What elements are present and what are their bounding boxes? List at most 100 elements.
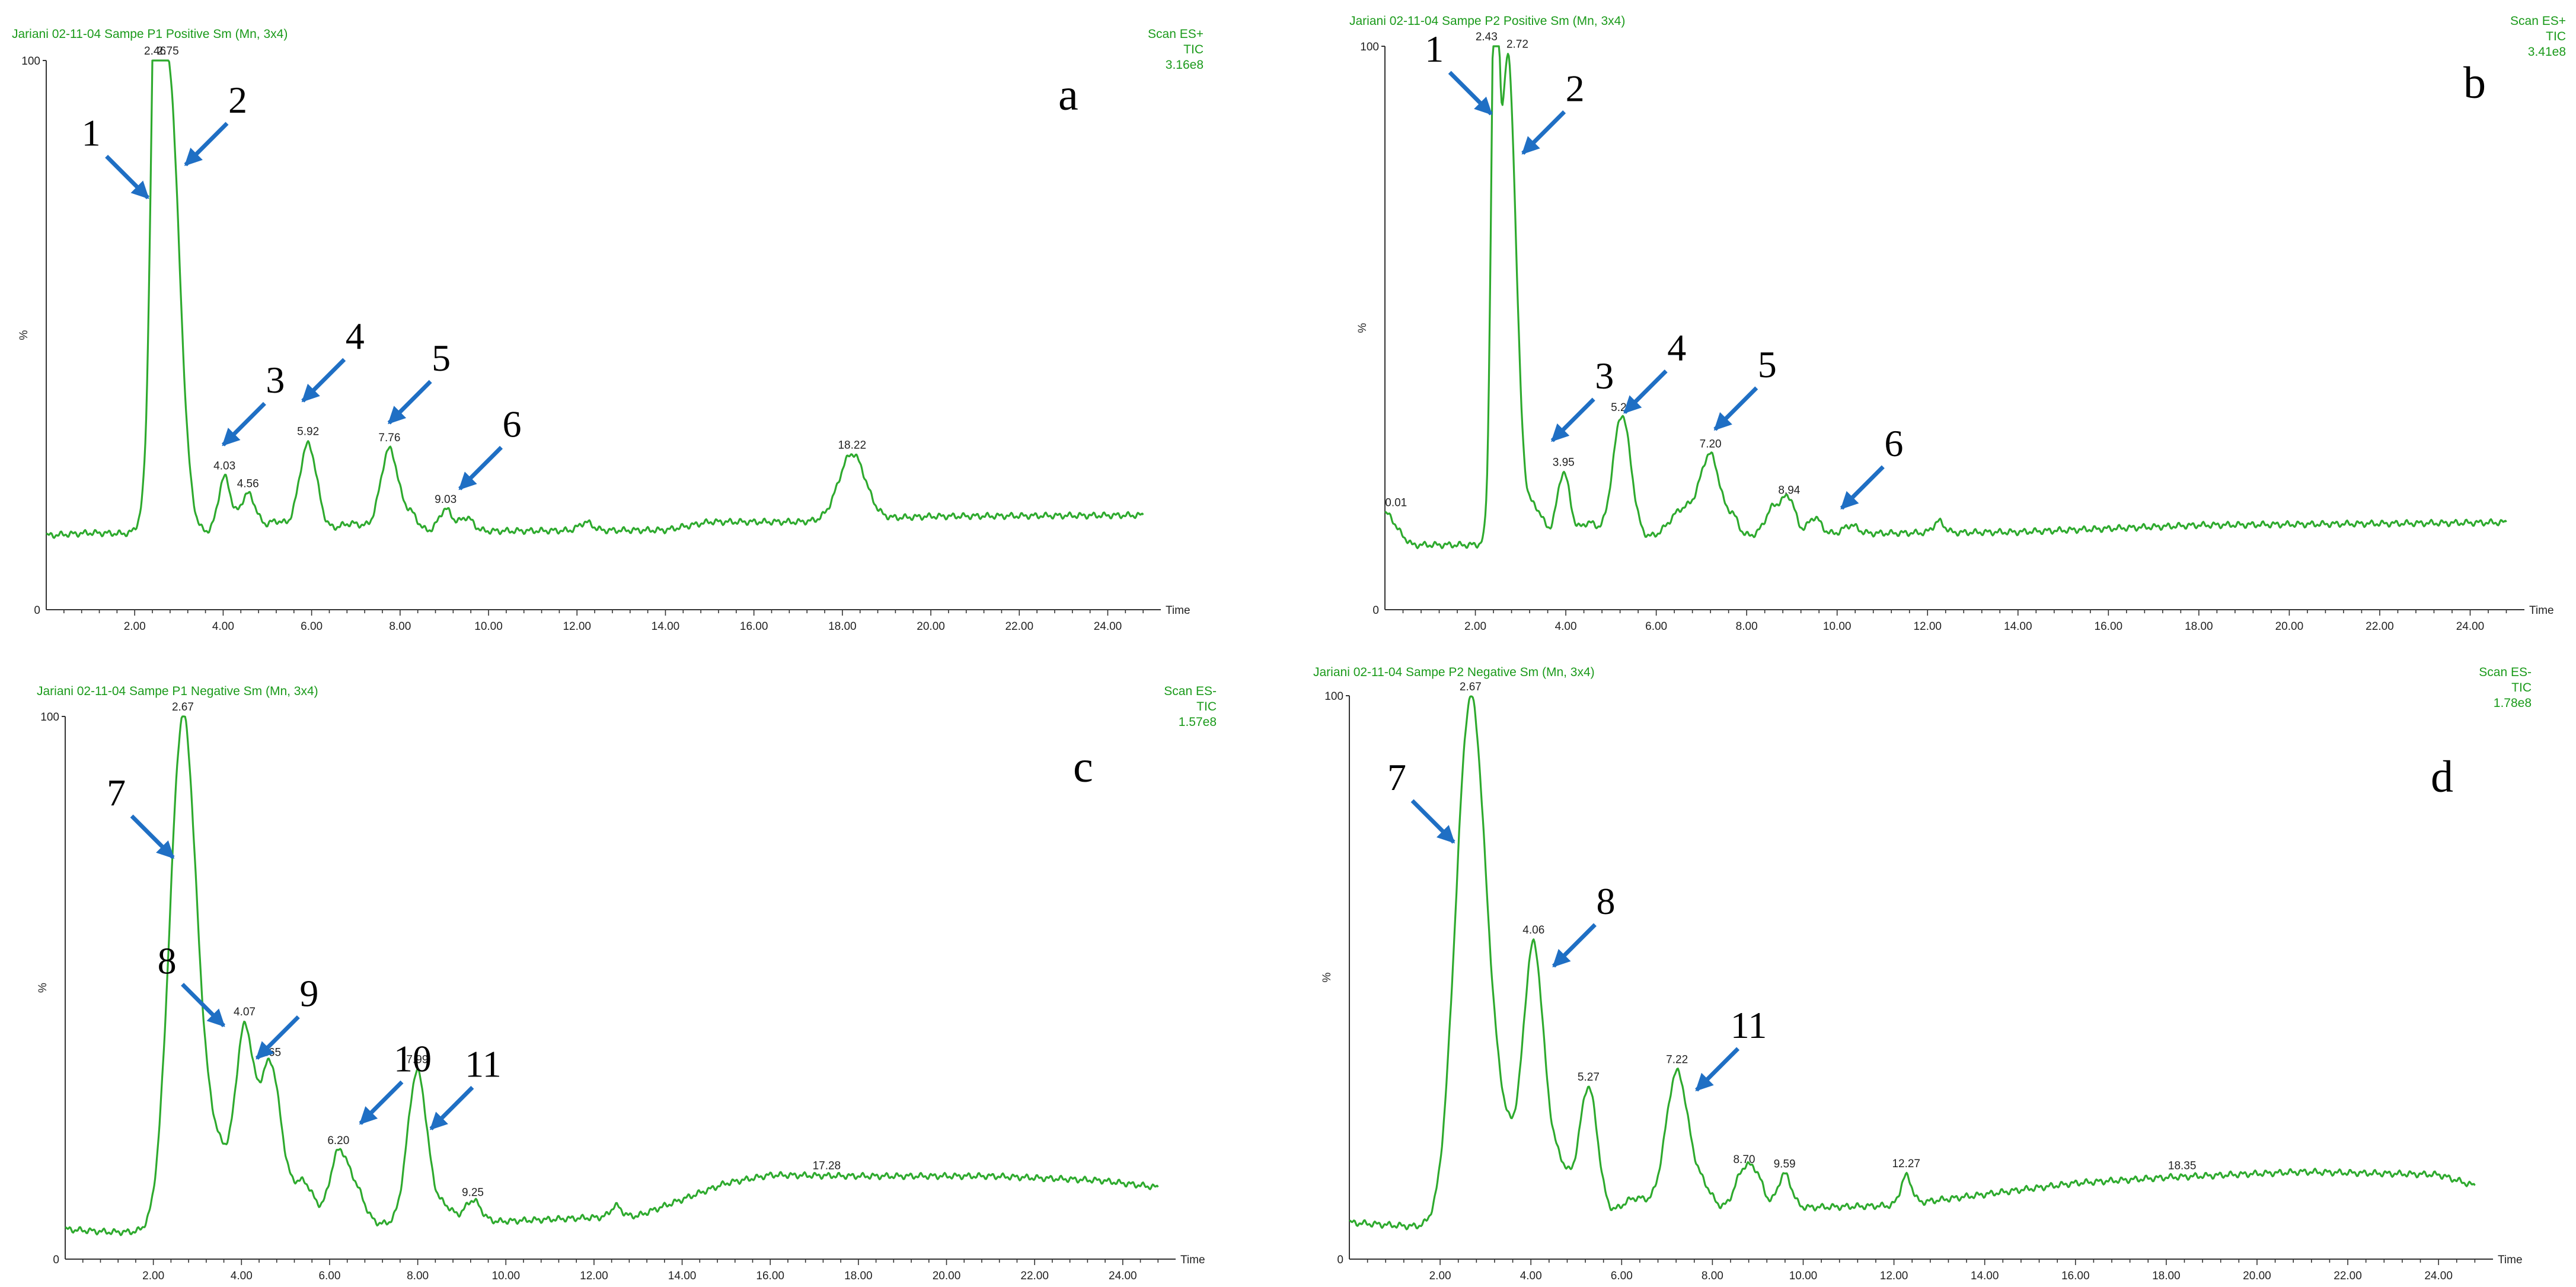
x-tick-label: 20.00 [933, 1270, 961, 1282]
peak-number: 1 [1425, 28, 1444, 70]
x-tick-label: 2.00 [1464, 620, 1486, 633]
peak-label: 7.76 [378, 432, 400, 444]
panel-d: Jariani 02-11-04 Sampe P2 Negative Sm (M… [1313, 665, 2532, 1282]
peak-number: 7 [1387, 756, 1406, 798]
peak-label: 4.03 [213, 460, 235, 473]
x-tick-label: 20.00 [2275, 620, 2304, 633]
panel-c: Jariani 02-11-04 Sampe P1 Negative Sm (M… [37, 684, 1217, 1282]
peak-number: 6 [503, 403, 522, 445]
x-axis-label: Time [2498, 1254, 2523, 1266]
intensity-value: 1.57e8 [1179, 715, 1217, 729]
peak-label: 4.06 [1522, 924, 1544, 936]
x-tick-label: 12.00 [563, 620, 591, 633]
peak-label: 9.03 [435, 493, 457, 506]
panel-letter: d [2431, 752, 2453, 802]
x-tick-label: 14.00 [668, 1270, 697, 1282]
peak-label: 7.20 [1700, 438, 1722, 450]
y-axis-label: % [37, 983, 49, 993]
peak-arrow [1550, 397, 1595, 442]
tic-trace [1384, 45, 2507, 549]
peak-arrow [359, 1080, 404, 1125]
peak-arrow [184, 122, 229, 167]
peak-label: 2.67 [172, 701, 194, 713]
y-tick-label: 100 [21, 55, 40, 68]
y-tick-label: 100 [1324, 690, 1343, 703]
x-tick-label: 18.00 [844, 1270, 873, 1282]
x-tick-label: 10.00 [1789, 1270, 1818, 1282]
y-tick-label: 100 [40, 711, 59, 724]
peak-arrow [1623, 369, 1668, 414]
peak-number: 3 [1595, 355, 1614, 397]
x-tick-label: 18.00 [2185, 620, 2213, 633]
peak-label: 5.92 [297, 426, 319, 438]
x-tick-label: 12.00 [1913, 620, 1942, 633]
y-tick-label: 0 [53, 1254, 59, 1266]
x-tick-label: 22.00 [2366, 620, 2394, 633]
peak-label: 6.20 [327, 1135, 349, 1147]
peak-label: 7.99 [406, 1054, 428, 1066]
peak-arrow [429, 1085, 474, 1130]
panel-letter: b [2463, 58, 2486, 108]
peak-arrow [1695, 1047, 1740, 1092]
peak-arrow [1713, 386, 1758, 431]
x-tick-label: 16.00 [2095, 620, 2123, 633]
peak-arrow [387, 380, 432, 425]
peak-arrow [1552, 923, 1597, 968]
peak-number: 10 [394, 1037, 432, 1079]
peak-arrow [181, 983, 226, 1028]
peak-number: 2 [1566, 68, 1585, 110]
peak-arrow [458, 445, 503, 490]
y-axis-label: % [1321, 972, 1333, 982]
x-tick-label: 20.00 [917, 620, 945, 633]
x-tick-label: 6.00 [1645, 620, 1667, 633]
peak-label: 8.94 [1778, 484, 1800, 496]
x-tick-label: 8.00 [1736, 620, 1758, 633]
peak-arrow [1410, 799, 1455, 844]
peak-label: 8.70 [1733, 1154, 1755, 1166]
peak-number: 7 [107, 772, 126, 814]
x-tick-label: 16.00 [756, 1270, 784, 1282]
peak-label: 18.22 [838, 439, 866, 451]
scan-mode: Scan ES+ [2510, 14, 2566, 28]
peak-number: 9 [299, 972, 318, 1014]
panel-b: Jariani 02-11-04 Sampe P2 Positive Sm (M… [1349, 14, 2566, 633]
peak-label: 7.22 [1666, 1054, 1688, 1066]
peak-number: 11 [1731, 1004, 1767, 1046]
peak-label: 0.01 [1385, 496, 1407, 509]
x-tick-label: 8.00 [1702, 1270, 1723, 1282]
peak-arrow [221, 402, 266, 447]
x-tick-label: 4.00 [1555, 620, 1577, 633]
panel-title: Jariani 02-11-04 Sampe P1 Positive Sm (M… [12, 27, 288, 41]
x-tick-label: 8.00 [389, 620, 411, 633]
peak-label: 12.27 [1892, 1158, 1920, 1170]
peak-number: 4 [346, 315, 365, 357]
x-tick-label: 12.00 [1880, 1270, 1908, 1282]
peak-label: 17.28 [813, 1160, 841, 1173]
intensity-value: 3.41e8 [2528, 45, 2566, 59]
peak-number: 4 [1667, 327, 1686, 369]
y-axis-label: % [1356, 323, 1369, 333]
x-tick-label: 8.00 [407, 1270, 429, 1282]
intensity-value: 3.16e8 [1166, 58, 1204, 72]
x-tick-label: 2.00 [124, 620, 146, 633]
x-tick-label: 6.00 [1611, 1270, 1633, 1282]
tic-trace [1349, 695, 2476, 1231]
x-axis-label: Time [2529, 604, 2554, 617]
y-tick-label: 100 [1360, 41, 1379, 53]
x-tick-label: 16.00 [740, 620, 768, 633]
x-tick-label: 2.00 [1429, 1270, 1451, 1282]
trace-type: TIC [2511, 681, 2532, 695]
scan-mode: Scan ES- [2479, 665, 2532, 679]
peak-arrow [105, 155, 150, 199]
x-tick-label: 10.00 [1823, 620, 1852, 633]
x-tick-label: 20.00 [2243, 1270, 2271, 1282]
y-tick-label: 0 [1337, 1254, 1343, 1266]
x-tick-label: 24.00 [2456, 620, 2485, 633]
peak-label: 18.35 [2168, 1160, 2197, 1173]
peak-label: 2.46 [144, 45, 166, 58]
intensity-value: 1.78e8 [2494, 696, 2532, 710]
x-tick-label: 22.00 [1020, 1270, 1049, 1282]
x-tick-label: 24.00 [1109, 1270, 1137, 1282]
peak-label: 5.27 [1578, 1071, 1600, 1084]
